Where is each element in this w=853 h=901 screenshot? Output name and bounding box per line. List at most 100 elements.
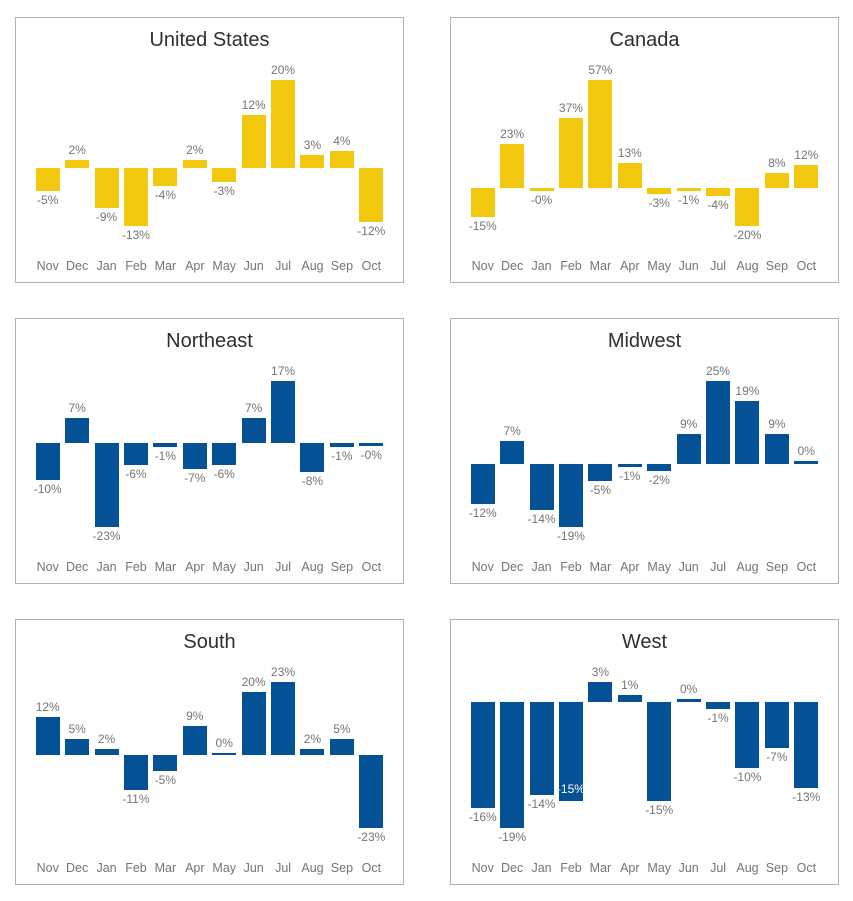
bar-aug[interactable] bbox=[300, 443, 325, 473]
bar-dec[interactable] bbox=[500, 144, 525, 189]
bar-apr[interactable] bbox=[182, 443, 207, 469]
x-tick-mar: Mar bbox=[154, 259, 177, 273]
value-label-apr: -7% bbox=[184, 470, 206, 485]
bar-sep[interactable] bbox=[329, 443, 354, 447]
bar-jan[interactable] bbox=[94, 168, 119, 209]
bar-dec[interactable] bbox=[65, 739, 90, 755]
bar-feb[interactable] bbox=[558, 117, 583, 189]
chart-title-canada: Canada bbox=[609, 29, 680, 51]
x-tick-nov: Nov bbox=[36, 560, 59, 574]
bar-nov[interactable] bbox=[35, 443, 60, 480]
bar-oct[interactable] bbox=[794, 165, 819, 189]
bar-feb[interactable] bbox=[123, 443, 148, 465]
bar-nov[interactable] bbox=[35, 716, 60, 755]
bar-jun[interactable] bbox=[241, 417, 266, 444]
x-tick-jun: Jun bbox=[243, 259, 264, 273]
bar-may[interactable] bbox=[212, 443, 237, 465]
bar-nov[interactable] bbox=[35, 168, 60, 191]
x-axis-south: Nov Dec Jan Feb Mar Apr May Jun Jul Aug Sep Oct bbox=[16, 861, 403, 884]
bar-jan[interactable] bbox=[94, 443, 119, 527]
bar-sep[interactable] bbox=[764, 434, 789, 464]
bar-dec[interactable] bbox=[500, 701, 525, 828]
value-label-jul: 20% bbox=[271, 63, 296, 77]
bar-jun[interactable] bbox=[241, 691, 266, 755]
bar-aug[interactable] bbox=[735, 400, 760, 464]
x-tick-jul: Jul bbox=[275, 861, 292, 875]
bar-may[interactable] bbox=[647, 188, 672, 194]
x-tick-feb: Feb bbox=[125, 861, 147, 875]
x-axis-midwest: Nov Dec Jan Feb Mar Apr May Jun Jul Aug Sep Oct bbox=[451, 560, 838, 583]
bar-jan[interactable] bbox=[529, 463, 554, 511]
bar-apr[interactable] bbox=[617, 695, 642, 702]
bar-feb[interactable] bbox=[558, 463, 583, 527]
x-tick-nov: Nov bbox=[36, 861, 59, 875]
value-label-dec: 23% bbox=[500, 127, 525, 142]
bar-nov[interactable] bbox=[470, 463, 495, 504]
bar-oct[interactable] bbox=[359, 755, 384, 828]
x-tick-nov: Nov bbox=[471, 861, 494, 875]
bar-may[interactable] bbox=[212, 168, 237, 182]
bar-apr[interactable] bbox=[182, 726, 207, 755]
bar-jul[interactable] bbox=[271, 381, 296, 444]
bar-jul[interactable] bbox=[706, 188, 731, 196]
bar-dec[interactable] bbox=[65, 159, 90, 169]
bar-aug[interactable] bbox=[300, 748, 325, 755]
bar-jun[interactable] bbox=[676, 699, 701, 702]
bar-apr[interactable] bbox=[182, 159, 207, 169]
bar-feb[interactable] bbox=[123, 168, 148, 226]
x-tick-apr: Apr bbox=[185, 259, 205, 273]
bar-mar[interactable] bbox=[153, 443, 178, 447]
bar-jan[interactable] bbox=[94, 748, 119, 755]
bar-aug[interactable] bbox=[300, 155, 325, 169]
bar-apr[interactable] bbox=[617, 463, 642, 468]
x-tick-apr: Apr bbox=[620, 861, 640, 875]
bar-jul[interactable] bbox=[706, 701, 731, 709]
x-tick-dec: Dec bbox=[501, 560, 524, 574]
bar-sep[interactable] bbox=[764, 701, 789, 749]
bar-jul[interactable] bbox=[706, 381, 731, 464]
value-label-dec: 7% bbox=[503, 423, 521, 438]
bar-sep[interactable] bbox=[329, 150, 354, 169]
bar-mar[interactable] bbox=[588, 682, 613, 702]
bar-mar[interactable] bbox=[153, 168, 178, 187]
x-axis-northeast: Nov Dec Jan Feb Mar Apr May Jun Jul Aug Sep Oct bbox=[16, 560, 403, 583]
bar-oct[interactable] bbox=[794, 701, 819, 789]
bar-oct[interactable] bbox=[794, 461, 819, 464]
bar-mar[interactable] bbox=[153, 755, 178, 771]
bar-feb[interactable] bbox=[123, 755, 148, 790]
value-label-dec: -19% bbox=[498, 830, 527, 844]
bar-jan[interactable] bbox=[529, 701, 554, 795]
bar-mar[interactable] bbox=[588, 80, 613, 189]
bar-dec[interactable] bbox=[500, 440, 525, 464]
x-tick-mar: Mar bbox=[589, 560, 612, 574]
bar-mar[interactable] bbox=[588, 463, 613, 481]
bar-jan[interactable] bbox=[529, 188, 554, 191]
bar-nov[interactable] bbox=[470, 701, 495, 809]
bar-sep[interactable] bbox=[329, 739, 354, 755]
bar-may[interactable] bbox=[212, 752, 237, 755]
bar-jul[interactable] bbox=[271, 80, 296, 169]
bar-jun[interactable] bbox=[676, 188, 701, 191]
bar-jun[interactable] bbox=[676, 434, 701, 464]
bar-nov[interactable] bbox=[470, 188, 495, 217]
x-tick-feb: Feb bbox=[125, 259, 147, 273]
bar-sep[interactable] bbox=[764, 172, 789, 189]
bar-jul[interactable] bbox=[271, 682, 296, 755]
bar-dec[interactable] bbox=[65, 417, 90, 444]
bar-oct[interactable] bbox=[359, 168, 384, 222]
bar-may[interactable] bbox=[647, 701, 672, 802]
bar-aug[interactable] bbox=[735, 188, 760, 226]
chart-title-midwest: Midwest bbox=[607, 330, 682, 352]
bar-apr[interactable] bbox=[617, 163, 642, 189]
x-tick-oct: Oct bbox=[796, 861, 817, 875]
bar-oct[interactable] bbox=[359, 443, 384, 446]
value-label-jul: 25% bbox=[706, 364, 731, 378]
bar-jun[interactable] bbox=[241, 115, 266, 169]
bar-may[interactable] bbox=[647, 463, 672, 471]
value-label-jul: 17% bbox=[271, 364, 296, 378]
value-label-apr: 2% bbox=[186, 142, 204, 157]
x-tick-sep: Sep bbox=[765, 861, 789, 875]
x-tick-apr: Apr bbox=[620, 259, 640, 273]
bar-feb[interactable] bbox=[558, 701, 583, 802]
bar-aug[interactable] bbox=[735, 701, 760, 769]
